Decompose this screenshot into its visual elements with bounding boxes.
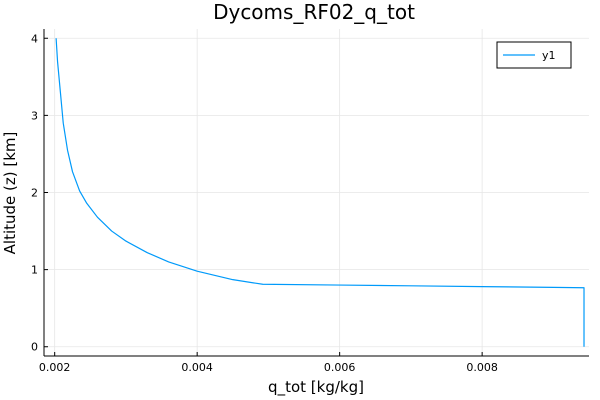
x-tick-label: 0.002 (39, 361, 71, 374)
series-layer (55, 38, 585, 347)
y-tick-label: 2 (31, 187, 38, 200)
tick-labels: 0.002 0.004 0.006 0.008 0 1 2 3 4 (31, 32, 498, 374)
y-axis-label: Altitude (z) [km] (1, 132, 19, 255)
y-tick-label: 0 (31, 341, 38, 354)
series-line-y1 (55, 38, 585, 347)
chart-title: Dycoms_RF02_q_tot (213, 0, 415, 24)
y-tick-label: 1 (31, 264, 38, 277)
x-tick-label: 0.004 (181, 361, 213, 374)
y-tick-label: 4 (31, 32, 38, 45)
axes (43, 29, 589, 357)
grid (44, 29, 589, 356)
x-axis-label: q_tot [kg/kg] (268, 378, 364, 397)
legend-label-y1: y1 (542, 49, 556, 62)
legend: y1 (496, 41, 572, 69)
x-tick-label: 0.008 (466, 361, 498, 374)
x-tick-label: 0.006 (324, 361, 356, 374)
y-tick-label: 3 (31, 109, 38, 122)
